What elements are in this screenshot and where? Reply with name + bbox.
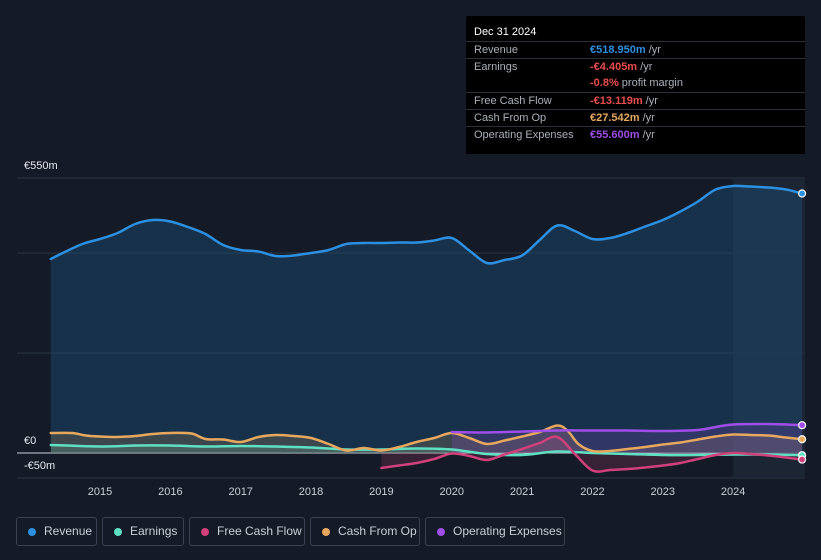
legend-free-cash-flow[interactable]: Free Cash Flow xyxy=(189,517,305,546)
legend-label: Operating Expenses xyxy=(453,524,562,538)
series-end-marker-fcf xyxy=(797,455,807,464)
tooltip-value-text: €55.600m xyxy=(590,129,640,141)
tooltip-value: €55.600m /yr xyxy=(590,129,655,141)
legend-dot xyxy=(437,528,445,536)
tooltip-value-text: -€13.119m xyxy=(590,95,643,107)
legend-dot xyxy=(28,528,36,536)
legend-cash-from-op[interactable]: Cash From Op xyxy=(310,517,420,546)
tooltip-row-earnings: Earnings -€4.405m /yr xyxy=(466,58,805,76)
legend-operating-expenses[interactable]: Operating Expenses xyxy=(425,517,565,546)
legend-label: Earnings xyxy=(130,524,178,538)
tooltip-panel: Dec 31 2024 Revenue €518.950m /yr Earnin… xyxy=(466,16,805,154)
legend-label: Free Cash Flow xyxy=(217,524,302,538)
x-tick-label: 2020 xyxy=(440,486,464,498)
legend-label: Cash From Op xyxy=(338,524,417,538)
tooltip-unit: /yr xyxy=(642,95,658,107)
series-line-earnings xyxy=(49,443,804,457)
x-tick-label: 2019 xyxy=(369,486,393,498)
tooltip-unit: /yr xyxy=(637,61,653,73)
x-tick-label: 2015 xyxy=(88,486,112,498)
tooltip-value: €518.950m /yr xyxy=(590,44,661,56)
tooltip-value: €27.542m /yr xyxy=(590,112,655,124)
legend-revenue[interactable]: Revenue xyxy=(16,517,97,546)
plot-area xyxy=(17,178,805,478)
series-line-opex xyxy=(450,422,804,434)
tooltip-value-text: €518.950m xyxy=(590,44,646,56)
series-line-fcf xyxy=(380,435,804,473)
tooltip-value-text: -0.8% xyxy=(590,77,619,89)
x-tick-label: 2023 xyxy=(651,486,675,498)
legend-label: Revenue xyxy=(44,524,93,538)
legend-dot xyxy=(114,528,122,536)
x-tick-label: 2016 xyxy=(158,486,182,498)
legend-earnings[interactable]: Earnings xyxy=(102,517,184,546)
x-tick-label: 2017 xyxy=(228,486,252,498)
series-area-revenue xyxy=(50,185,803,453)
tooltip-row-cfo: Cash From Op €27.542m /yr xyxy=(466,109,805,127)
x-tick-label: 2021 xyxy=(510,486,534,498)
tooltip-unit: /yr xyxy=(639,129,655,141)
y-label-top: €550m xyxy=(24,160,58,172)
y-label-bottom: -€50m xyxy=(24,460,56,472)
x-tick-label: 2022 xyxy=(580,486,604,498)
tooltip-row-margin: -0.8% profit margin xyxy=(466,75,805,92)
series-line-cfo xyxy=(49,424,804,453)
legend-dot xyxy=(322,528,330,536)
tooltip-label: Cash From Op xyxy=(474,112,547,124)
y-label-zero: €0 xyxy=(24,435,37,447)
tooltip-unit: /yr xyxy=(645,44,661,56)
series-end-marker-revenue xyxy=(797,189,807,198)
tooltip-row-revenue: Revenue €518.950m /yr xyxy=(466,41,805,59)
tooltip-value-text: -€4.405m xyxy=(590,61,638,73)
tooltip-row-opex: Operating Expenses €55.600m /yr xyxy=(466,126,805,144)
tooltip-label: Earnings xyxy=(474,61,518,73)
series-end-marker-opex xyxy=(797,421,807,430)
x-tick-label: 2018 xyxy=(299,486,323,498)
tooltip-value: -€13.119m /yr xyxy=(590,95,658,107)
tooltip-date: Dec 31 2024 xyxy=(474,26,537,38)
tooltip-label: Free Cash Flow xyxy=(474,95,552,107)
highlight-region xyxy=(733,178,805,478)
series-area-earnings xyxy=(50,445,803,456)
x-tick-label: 2024 xyxy=(721,486,745,498)
series-end-marker-cfo xyxy=(797,435,807,444)
series-line-revenue xyxy=(49,184,804,265)
tooltip-label: Operating Expenses xyxy=(474,129,574,141)
tooltip-value-text: €27.542m xyxy=(590,112,640,124)
tooltip-value: -€4.405m /yr xyxy=(590,61,652,73)
tooltip-unit: profit margin xyxy=(618,77,683,89)
legend-dot xyxy=(201,528,209,536)
tooltip-value: -0.8% profit margin xyxy=(590,77,683,89)
tooltip-label: Revenue xyxy=(474,44,519,56)
tooltip-row-fcf: Free Cash Flow -€13.119m /yr xyxy=(466,92,805,110)
tooltip-unit: /yr xyxy=(639,112,655,124)
